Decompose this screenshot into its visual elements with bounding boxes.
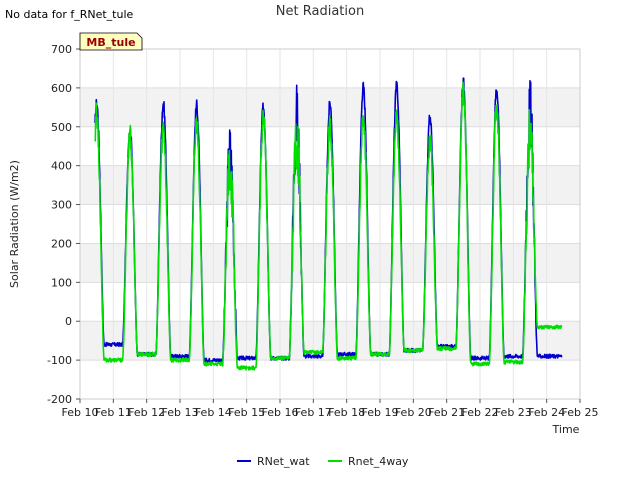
series-line-rnet-4way (94, 81, 563, 371)
series-lines (94, 77, 563, 371)
y-tick-label: 400 (51, 160, 72, 173)
plot-band (80, 321, 580, 361)
chart-title: Net Radiation (275, 4, 365, 19)
y-tick-label: -100 (47, 354, 72, 367)
site-label-box: MB_tule (79, 32, 143, 51)
legend-label-rnet-wat: RNet_wat (257, 455, 310, 468)
x-tick-label: Feb 20 (395, 406, 432, 419)
plot-band (80, 165, 580, 205)
x-tick-label: Feb 21 (428, 406, 465, 419)
y-tick-label: 500 (51, 121, 72, 134)
site-label: MB_tule (86, 36, 135, 49)
x-tick-label: Feb 23 (495, 406, 532, 419)
x-tick-label: Feb 13 (162, 406, 199, 419)
legend-label-rnet-4way: Rnet_4way (348, 455, 409, 468)
x-tick-label: Feb 16 (262, 406, 299, 419)
x-tick-label: Feb 25 (562, 406, 599, 419)
x-tick-label: Feb 14 (195, 406, 232, 419)
x-tick-label: Feb 18 (328, 406, 365, 419)
y-axis-ticks: -200 -100 0 100 200 300 400 500 600 700 (47, 43, 80, 406)
x-tick-label: Feb 12 (128, 406, 165, 419)
no-data-note: No data for f_RNet_tule (5, 8, 134, 21)
y-axis-label: Solar Radiation (W/m2) (8, 160, 21, 288)
y-tick-label: 700 (51, 43, 72, 56)
y-tick-label: 0 (65, 315, 72, 328)
x-tick-label: Feb 17 (295, 406, 332, 419)
x-tick-label: Feb 22 (462, 406, 499, 419)
y-tick-label: 300 (51, 199, 72, 212)
x-tick-label: Feb 10 (62, 406, 99, 419)
plot-frame (79, 48, 581, 400)
x-tick-label: Feb 15 (228, 406, 265, 419)
plot-band (80, 243, 580, 283)
x-tick-label: Feb 19 (362, 406, 399, 419)
y-tick-label: 100 (51, 276, 72, 289)
x-tick-label: Feb 24 (528, 406, 565, 419)
y-tick-label: -200 (47, 393, 72, 406)
x-tick-label: Feb 11 (95, 406, 132, 419)
y-tick-label: 200 (51, 237, 72, 250)
y-tick-label: 600 (51, 82, 72, 95)
x-axis-label: Time (552, 423, 580, 436)
legend: RNet_wat Rnet_4way (237, 455, 409, 468)
